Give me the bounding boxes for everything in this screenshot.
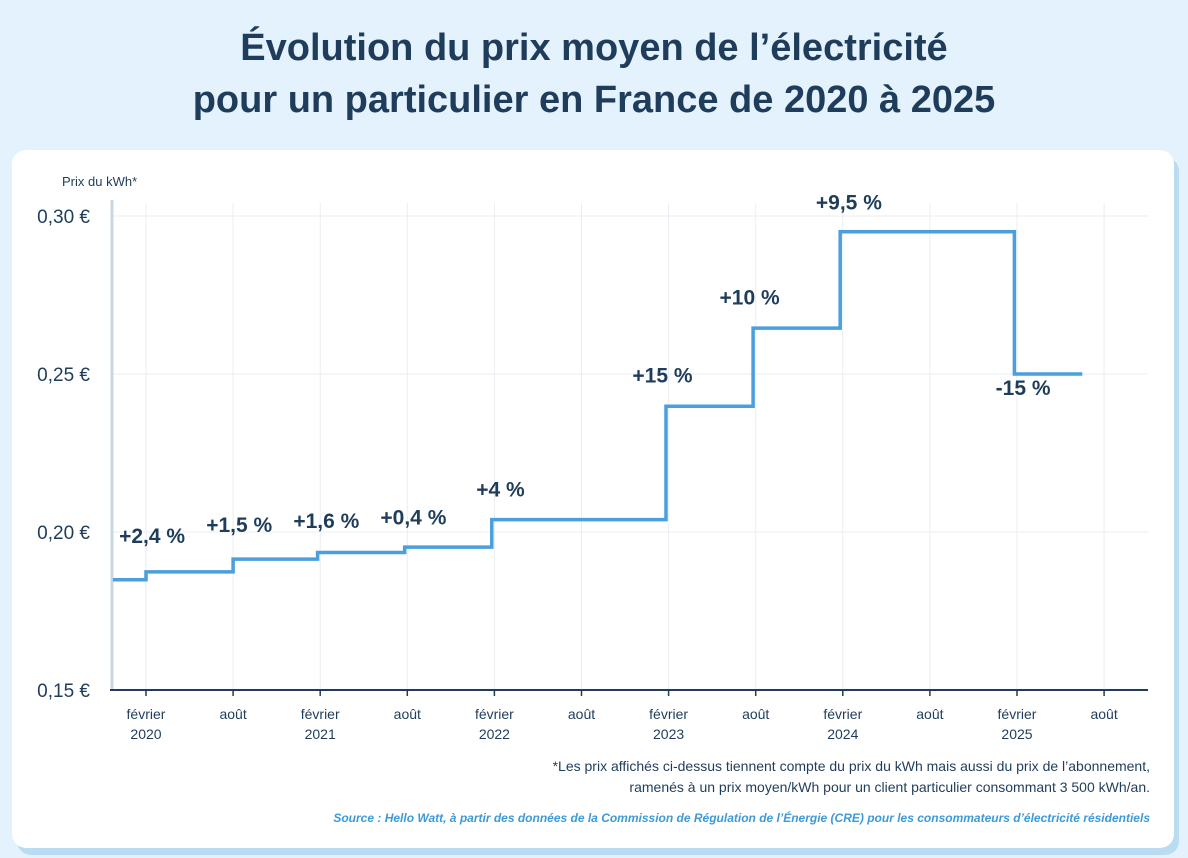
x-tick-label: août bbox=[219, 706, 246, 722]
x-tick-label: août bbox=[568, 706, 595, 722]
series-step-line bbox=[112, 230, 1083, 582]
change-annotation: +1,5 % bbox=[206, 514, 272, 537]
change-annotation: +15 % bbox=[632, 365, 692, 388]
x-tick-label: août bbox=[916, 706, 943, 722]
x-tick-year: 2021 bbox=[305, 726, 336, 742]
title-line-2: pour un particulier en France de 2020 à … bbox=[192, 79, 996, 121]
y-tick-label: 0,15 € bbox=[37, 681, 90, 702]
title-line-1: Évolution du prix moyen de l’électricité bbox=[240, 27, 948, 69]
y-tick-label: 0,30 € bbox=[37, 207, 90, 228]
x-tick-label: février bbox=[127, 706, 166, 722]
change-annotation: +2,4 % bbox=[119, 525, 185, 548]
x-tick-label: février bbox=[823, 706, 862, 722]
change-annotation: +1,6 % bbox=[293, 510, 359, 533]
x-tick-year: 2024 bbox=[827, 726, 858, 742]
change-annotation: +0,4 % bbox=[380, 507, 446, 530]
change-annotation: +10 % bbox=[720, 286, 780, 309]
source-note: Source : Hello Watt, à partir des donnée… bbox=[333, 811, 1150, 825]
x-tick-label: août bbox=[394, 706, 421, 722]
y-tick-label: 0,20 € bbox=[37, 523, 90, 544]
x-tick-label: août bbox=[742, 706, 769, 722]
x-tick-year: 2025 bbox=[1001, 726, 1032, 742]
chart-card bbox=[12, 150, 1174, 848]
x-tick-year: 2023 bbox=[653, 726, 684, 742]
x-tick-label: février bbox=[475, 706, 514, 722]
page-title: Évolution du prix moyen de l’électricité… bbox=[0, 22, 1188, 126]
y-tick-label: 0,25 € bbox=[37, 365, 90, 386]
x-tick-label: février bbox=[998, 706, 1037, 722]
change-annotation: -15 % bbox=[996, 377, 1051, 400]
x-tick-year: 2022 bbox=[479, 726, 510, 742]
change-annotation: +4 % bbox=[476, 479, 525, 502]
y-axis-title: Prix du kWh* bbox=[62, 174, 137, 189]
footnote-line-1: *Les prix affichés ci-dessus tiennent co… bbox=[552, 758, 1150, 774]
x-tick-year: 2020 bbox=[130, 726, 161, 742]
footnote: *Les prix affichés ci-dessus tiennent co… bbox=[250, 756, 1150, 798]
x-tick-label: février bbox=[649, 706, 688, 722]
footnote-line-2: ramenés à un prix moyen/kWh pour un clie… bbox=[629, 779, 1150, 795]
x-tick-label: août bbox=[1090, 706, 1117, 722]
x-tick-label: février bbox=[301, 706, 340, 722]
change-annotation: +9,5 % bbox=[816, 192, 882, 215]
